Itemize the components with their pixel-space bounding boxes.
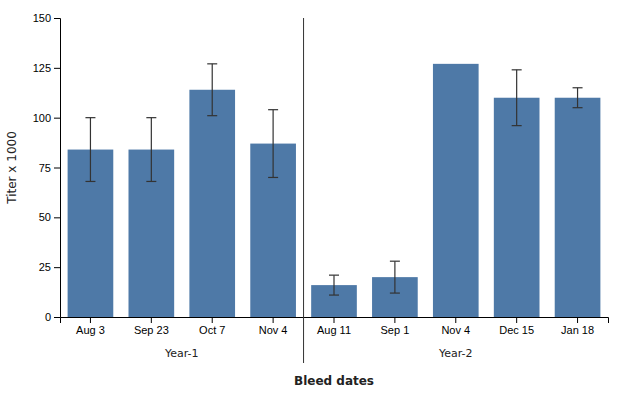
error-bar-cap [573, 87, 583, 88]
tick-label: Sep 1 [381, 324, 410, 336]
axis-line [61, 318, 609, 324]
error-bar-cap [207, 115, 217, 116]
tick-mark [54, 68, 60, 69]
tick-mark [516, 317, 517, 323]
error-bar-cap [146, 117, 156, 118]
group-divider [303, 18, 304, 363]
tick: Oct 7 [199, 317, 225, 336]
chart: Aug 3 Sep 23 Oct 7 Nov 4 Aug 11 Sep 1 Nov 4 Dec… [0, 0, 626, 401]
error-bar-cap [85, 117, 95, 118]
tick: Sep 23 [134, 317, 169, 336]
tick-mark [90, 317, 91, 323]
bar [555, 98, 601, 317]
error-bar-cap [207, 63, 217, 64]
error-bar-stem [394, 261, 395, 293]
tick-label: Jan 18 [561, 324, 594, 336]
error-bar-cap [85, 181, 95, 182]
error-bar-cap [512, 125, 522, 126]
tick-mark [455, 317, 456, 323]
error-bar-cap [573, 107, 583, 108]
tick-label: Aug 11 [317, 324, 351, 336]
tick-mark [577, 317, 578, 323]
tick-label: Nov 4 [259, 324, 288, 336]
tick: 75 [39, 162, 60, 174]
error-bar [207, 64, 217, 116]
tick: Aug 11 [317, 317, 351, 336]
plot: Aug 3 Sep 23 Oct 7 Nov 4 Aug 11 Sep 1 Nov 4 Dec… [5, 12, 609, 388]
error-bar-stem [273, 110, 274, 178]
tick-label: Aug 3 [76, 324, 105, 336]
error-bar [85, 118, 95, 182]
tick-label: 25 [39, 261, 51, 273]
tick-mark [151, 317, 152, 323]
error-bar-stem [333, 275, 334, 295]
bar [189, 90, 235, 317]
tick-mark [54, 317, 60, 318]
tick-label: 0 [45, 311, 51, 323]
error-bar-cap [329, 275, 339, 276]
tick-mark [54, 118, 60, 119]
tick-label: 50 [39, 211, 51, 223]
bar [433, 64, 479, 317]
tick: 125 [33, 62, 60, 74]
tick-label: 100 [33, 112, 51, 124]
tick-mark [54, 217, 60, 218]
error-bar-cap [390, 292, 400, 293]
tick-mark [212, 317, 213, 323]
error-bar-stem [151, 118, 152, 182]
tick: Nov 4 [441, 317, 470, 336]
tick: 25 [39, 261, 60, 273]
error-bar-cap [390, 261, 400, 262]
tick: 0 [45, 311, 60, 323]
tick: Sep 1 [381, 317, 410, 336]
tick: 150 [33, 12, 60, 24]
group-label: Year-1 [164, 347, 199, 360]
y-axis: 0 25 50 75 100 125 150 [33, 12, 61, 323]
error-bar-cap [512, 69, 522, 70]
tick-label: Sep 23 [134, 324, 169, 336]
tick-mark [54, 168, 60, 169]
tick: Dec 15 [499, 317, 534, 336]
error-bar-stem [516, 70, 517, 126]
error-bar [329, 275, 339, 295]
tick: Nov 4 [259, 317, 288, 336]
error-bar-stem [90, 118, 91, 182]
tick-mark [273, 317, 274, 323]
error-bar [390, 261, 400, 293]
error-bar-cap [146, 181, 156, 182]
axis-line [54, 19, 61, 318]
tick-mark [334, 317, 335, 323]
error-bar [146, 118, 156, 182]
error-bar-stem [577, 88, 578, 108]
tick-label: Oct 7 [199, 324, 225, 336]
tick-mark [54, 18, 60, 19]
x-axis: Aug 3 Sep 23 Oct 7 Nov 4 Aug 11 Sep 1 Nov 4 Dec… [61, 317, 609, 336]
tick-mark [394, 317, 395, 323]
tick: 50 [39, 211, 60, 223]
tick: 100 [33, 112, 60, 124]
tick-label: Nov 4 [441, 324, 470, 336]
y-axis-title: Titer x 1000 [5, 131, 19, 205]
x-axis-title: Bleed dates [294, 374, 374, 388]
group-label: Year-2 [438, 347, 473, 360]
error-bar-cap [268, 109, 278, 110]
error-bar-cap [268, 177, 278, 178]
tick-label: 75 [39, 162, 51, 174]
tick: Jan 18 [561, 317, 594, 336]
error-bar [512, 70, 522, 126]
error-bar [268, 110, 278, 178]
error-bar-stem [212, 64, 213, 116]
error-bar-cap [329, 294, 339, 295]
tick-label: 150 [33, 12, 51, 24]
tick-label: 125 [33, 62, 51, 74]
tick-label: Dec 15 [499, 324, 534, 336]
error-bar [573, 88, 583, 108]
tick-mark [54, 267, 60, 268]
tick: Aug 3 [76, 317, 105, 336]
marks [68, 64, 601, 317]
bar [494, 98, 540, 317]
